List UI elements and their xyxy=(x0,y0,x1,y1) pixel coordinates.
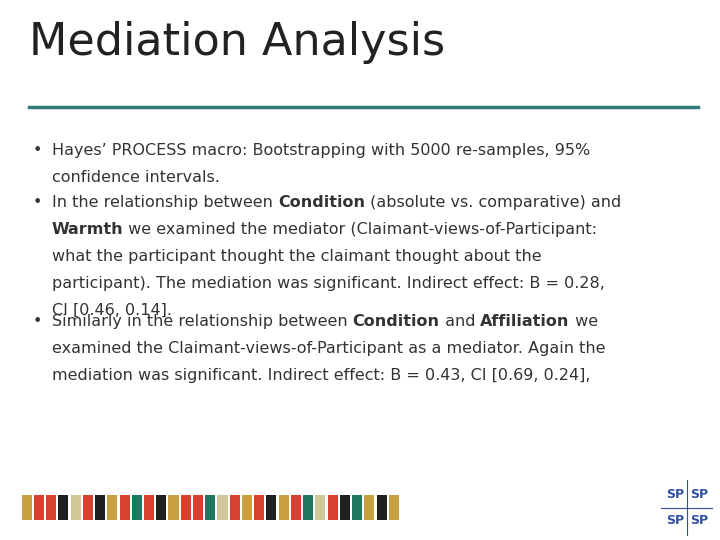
Bar xyxy=(291,495,301,520)
Bar xyxy=(328,495,338,520)
Bar xyxy=(22,495,32,520)
Text: we: we xyxy=(570,314,598,329)
Text: In the relationship between: In the relationship between xyxy=(52,195,278,210)
Bar xyxy=(266,495,276,520)
Bar xyxy=(144,495,154,520)
Text: Affiliation: Affiliation xyxy=(480,314,570,329)
Text: SP: SP xyxy=(690,488,708,501)
Bar xyxy=(217,495,228,520)
Bar xyxy=(193,495,203,520)
Bar xyxy=(107,495,117,520)
Bar xyxy=(95,495,105,520)
Text: (absolute vs. comparative) and: (absolute vs. comparative) and xyxy=(365,195,621,210)
Text: confidence intervals.: confidence intervals. xyxy=(52,170,220,185)
Text: •: • xyxy=(32,314,42,329)
Bar xyxy=(168,495,179,520)
Bar xyxy=(71,495,81,520)
Bar xyxy=(83,495,93,520)
Bar xyxy=(242,495,252,520)
Text: SP: SP xyxy=(690,514,708,527)
Bar xyxy=(254,495,264,520)
Bar xyxy=(58,495,68,520)
Bar xyxy=(46,495,56,520)
Bar xyxy=(389,495,399,520)
Text: participant). The mediation was significant. Indirect effect: B = 0.28,: participant). The mediation was signific… xyxy=(52,276,605,291)
Text: Condition: Condition xyxy=(353,314,440,329)
Bar xyxy=(34,495,44,520)
Text: SP: SP xyxy=(666,488,684,501)
Bar xyxy=(315,495,325,520)
Bar xyxy=(364,495,374,520)
Bar xyxy=(377,495,387,520)
Bar xyxy=(132,495,142,520)
Bar xyxy=(352,495,362,520)
Text: •: • xyxy=(32,143,42,158)
Text: and: and xyxy=(440,314,480,329)
Text: •: • xyxy=(32,195,42,210)
Bar xyxy=(279,495,289,520)
Text: Hayes’ PROCESS macro: Bootstrapping with 5000 re-samples, 95%: Hayes’ PROCESS macro: Bootstrapping with… xyxy=(52,143,590,158)
Bar xyxy=(340,495,350,520)
Bar xyxy=(303,495,313,520)
Text: Warmth: Warmth xyxy=(52,222,123,237)
Bar xyxy=(156,495,166,520)
Text: we examined the mediator (Claimant-views-of-Participant:: we examined the mediator (Claimant-views… xyxy=(123,222,598,237)
Text: examined the Claimant-views-of-Participant as a mediator. Again the: examined the Claimant-views-of-Participa… xyxy=(52,341,606,356)
Bar xyxy=(120,495,130,520)
Text: CI [0.46, 0.14].: CI [0.46, 0.14]. xyxy=(52,303,172,318)
Text: mediation was significant. Indirect effect: B = 0.43, CI [0.69, 0.24],: mediation was significant. Indirect effe… xyxy=(52,368,590,383)
Bar xyxy=(205,495,215,520)
Text: Condition: Condition xyxy=(278,195,365,210)
Text: SP: SP xyxy=(666,514,684,527)
Bar xyxy=(181,495,191,520)
Text: Similarly in the relationship between: Similarly in the relationship between xyxy=(52,314,353,329)
Text: what the participant thought the claimant thought about the: what the participant thought the claiman… xyxy=(52,249,541,264)
Text: Mediation Analysis: Mediation Analysis xyxy=(29,22,445,64)
Text: #SPSP2017: #SPSP2017 xyxy=(601,498,719,517)
Bar xyxy=(230,495,240,520)
